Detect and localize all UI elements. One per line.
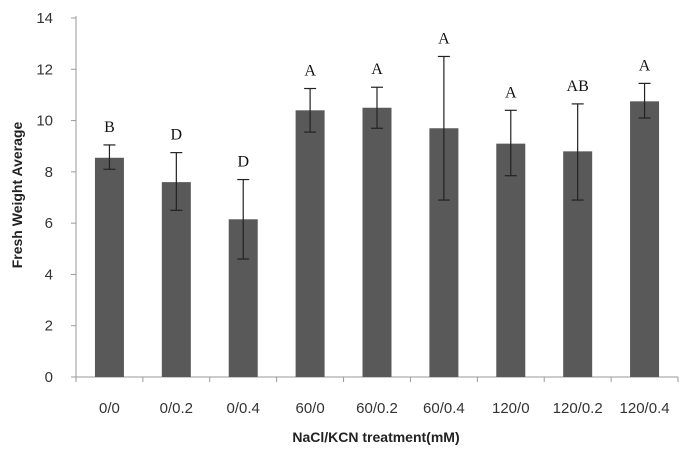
bars: [94, 101, 660, 378]
significance-label: A: [505, 84, 517, 101]
y-tick-label: 2: [45, 318, 53, 335]
x-tick-label: 120/0: [492, 400, 530, 417]
x-tick-label: 120/0.4: [620, 400, 670, 417]
significance-label: A: [639, 57, 651, 74]
error-bars: [103, 55, 651, 260]
significance-label: A: [438, 30, 450, 47]
error-bar: [103, 144, 116, 170]
error-bar: [638, 82, 651, 119]
y-tick-label: 6: [45, 215, 53, 232]
significance-label: A: [371, 61, 383, 78]
bar: [295, 110, 325, 378]
y-tick-label: 0: [45, 369, 53, 386]
significance-labels: B D D A A A A AB A: [104, 30, 651, 170]
y-axis-title: Fresh Weight Average: [9, 122, 25, 269]
error-bar: [571, 103, 584, 201]
error-bar: [304, 87, 317, 133]
x-tick-label: 0/0: [99, 400, 120, 417]
error-bar: [170, 152, 183, 211]
error-bar: [371, 86, 383, 129]
y-axis: 0 2 4 6 8 10 12 14: [36, 10, 77, 386]
y-tick-label: 14: [36, 10, 53, 27]
error-bar: [237, 178, 250, 260]
bar: [161, 182, 191, 377]
bar: [94, 157, 124, 377]
error-bar: [504, 109, 517, 177]
significance-label: B: [104, 119, 115, 136]
significance-label: D: [237, 154, 249, 171]
bar: [362, 107, 392, 377]
x-tick-label: 60/0.4: [423, 400, 465, 417]
bar: [496, 143, 526, 377]
significance-label: D: [171, 127, 183, 144]
error-bar: [437, 55, 450, 201]
significance-label: AB: [567, 78, 589, 95]
x-tick-label: 60/0: [296, 400, 325, 417]
bar: [630, 101, 660, 377]
x-tick-label: 0/0.2: [160, 400, 193, 417]
y-tick-label: 10: [36, 113, 53, 130]
x-tick-label: 120/0.2: [553, 400, 603, 417]
y-tick-label: 12: [36, 61, 53, 78]
x-axis-title: NaCl/KCN treatment(mM): [292, 429, 459, 445]
y-tick-label: 8: [45, 164, 53, 181]
x-tick-label: 0/0.4: [227, 400, 260, 417]
x-tick-label: 60/0.2: [356, 400, 398, 417]
significance-label: A: [304, 63, 316, 80]
x-axis: 0/0 0/0.2 0/0.4 60/0 60/0.2 60/0.4 120/0 120/0.…: [75, 376, 679, 417]
y-tick-label: 4: [45, 266, 53, 283]
